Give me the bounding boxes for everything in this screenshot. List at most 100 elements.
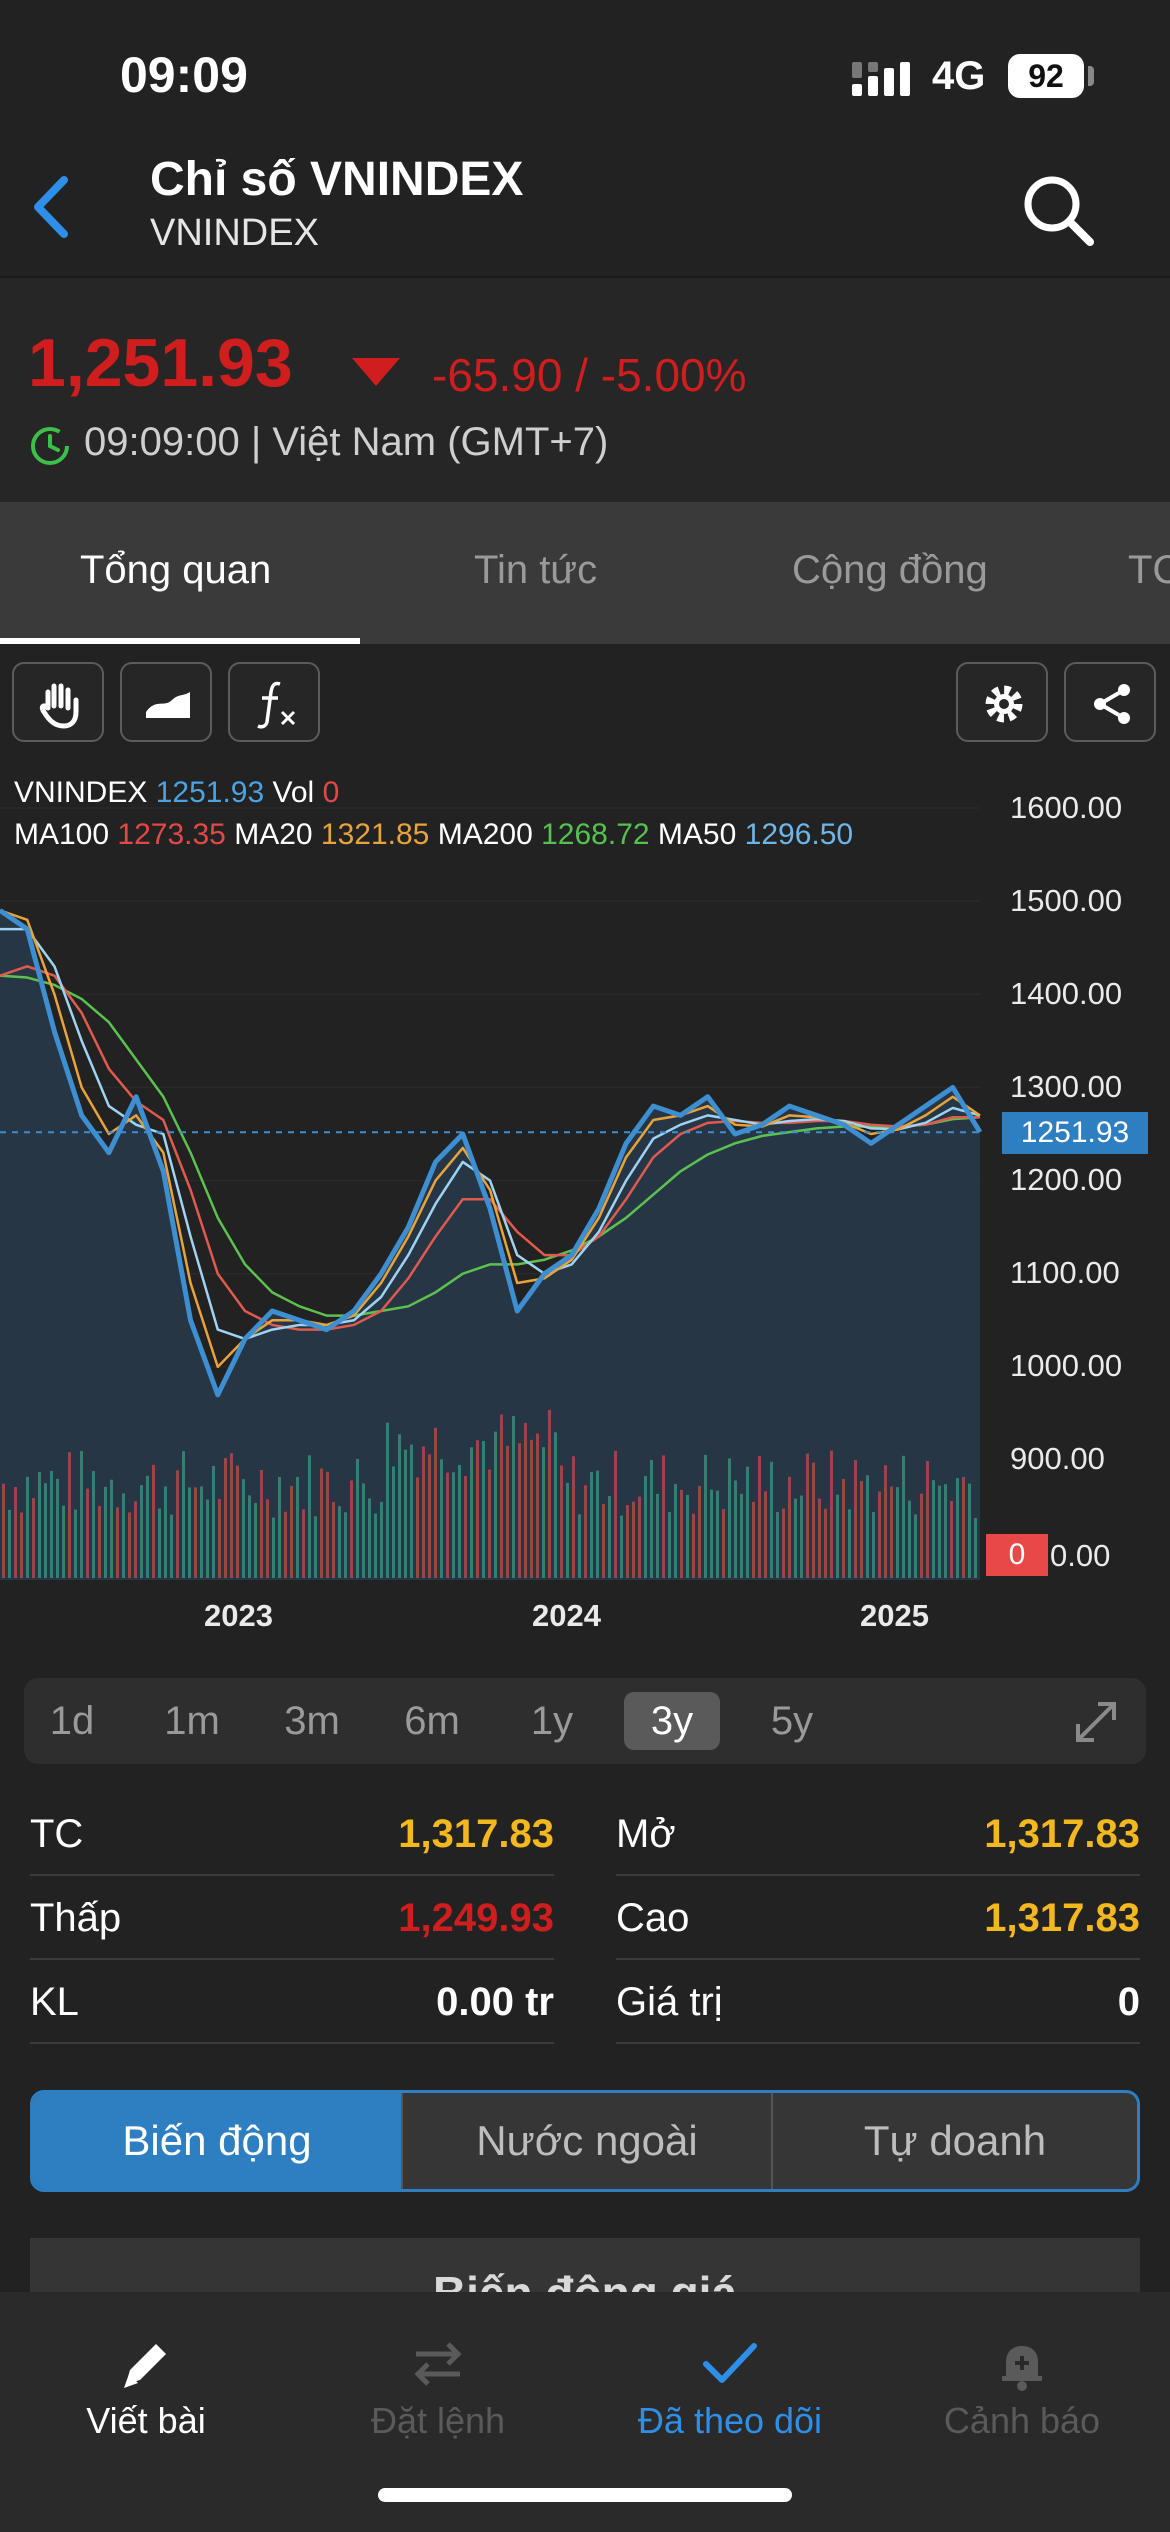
period-1d[interactable]: 1d bbox=[49, 1699, 95, 1743]
legend-ma200-label: MA200 bbox=[437, 818, 533, 851]
volume-bar bbox=[68, 1452, 71, 1578]
period-3y[interactable]: 3y bbox=[624, 1692, 720, 1750]
legend-ma20: 1321.85 bbox=[320, 818, 430, 851]
tab-financials[interactable]: TC bbox=[1128, 548, 1170, 592]
volume-bar bbox=[242, 1479, 245, 1578]
volume-bar bbox=[50, 1470, 53, 1578]
period-5y[interactable]: 5y bbox=[770, 1699, 814, 1743]
period-3m[interactable]: 3m bbox=[284, 1699, 340, 1743]
stat-high: Cao 1,317.83 bbox=[616, 1876, 1140, 1960]
search-icon[interactable] bbox=[1018, 170, 1098, 250]
legend-price: 1251.93 bbox=[155, 776, 265, 809]
volume-bar bbox=[650, 1459, 653, 1578]
hand-tool-button[interactable] bbox=[12, 662, 104, 742]
volume-bar bbox=[248, 1495, 251, 1578]
pencil-icon bbox=[124, 2344, 166, 2388]
price-chart[interactable] bbox=[0, 760, 1170, 1650]
volume-bar bbox=[200, 1486, 203, 1578]
volume-bar bbox=[536, 1433, 539, 1578]
volume-bar bbox=[254, 1502, 257, 1578]
volume-bar bbox=[500, 1414, 503, 1578]
nav-label: Đã theo dõi bbox=[637, 2400, 823, 2441]
chart-legend-line1: VNINDEX 1251.93 Vol 0 bbox=[14, 776, 339, 810]
volume-bar bbox=[380, 1501, 383, 1578]
period-1y[interactable]: 1y bbox=[530, 1699, 574, 1743]
stat-volume: KL 0.00 tr bbox=[30, 1960, 554, 2044]
volume-bar bbox=[488, 1469, 491, 1578]
volume-bar bbox=[494, 1431, 497, 1578]
volume-bar bbox=[938, 1485, 941, 1578]
volume-bar bbox=[842, 1479, 845, 1578]
volume-bar bbox=[518, 1443, 521, 1578]
share-button[interactable] bbox=[1064, 662, 1156, 742]
nav-label: Viết bài bbox=[86, 2400, 206, 2441]
volume-bar bbox=[56, 1478, 59, 1578]
back-chevron-icon[interactable] bbox=[24, 172, 84, 242]
tab-news[interactable]: Tin tức bbox=[474, 548, 598, 592]
tab-community[interactable]: Cộng đồng bbox=[792, 548, 988, 592]
nav-following[interactable]: Đã theo dõi bbox=[584, 2292, 876, 2472]
volume-bar bbox=[932, 1480, 935, 1578]
last-price: 1,251.93 bbox=[28, 325, 293, 401]
y-tick-label: 1200.00 bbox=[1010, 1162, 1123, 1197]
nav-alerts[interactable]: Cảnh báo bbox=[876, 2292, 1168, 2472]
volume-bar bbox=[422, 1446, 425, 1578]
volume-bar bbox=[866, 1475, 869, 1578]
stat-value: 0 bbox=[1117, 1980, 1140, 2024]
volume-bar bbox=[74, 1509, 77, 1578]
volume-bar bbox=[86, 1488, 89, 1578]
chart-type-button[interactable] bbox=[120, 662, 212, 742]
indicators-button[interactable] bbox=[228, 662, 320, 742]
volume-bar bbox=[614, 1450, 617, 1578]
volume-bar bbox=[734, 1480, 737, 1578]
volume-bar bbox=[266, 1499, 269, 1578]
volume-bar bbox=[860, 1481, 863, 1578]
stat-label: KL bbox=[30, 1980, 79, 2024]
volume-bar bbox=[104, 1486, 107, 1578]
tab-overview[interactable]: Tổng quan bbox=[80, 548, 272, 592]
legend-vol: 0 bbox=[322, 776, 340, 809]
period-6m[interactable]: 6m bbox=[404, 1699, 460, 1743]
y-tick-label: 1100.00 bbox=[1010, 1255, 1120, 1290]
volume-bar bbox=[110, 1479, 113, 1578]
volume-bar bbox=[956, 1478, 959, 1578]
expand-icon[interactable] bbox=[1070, 1696, 1122, 1748]
battery-tip bbox=[1088, 66, 1094, 86]
volume-bar bbox=[920, 1493, 923, 1578]
nav-place-order[interactable]: Đặt lệnh bbox=[292, 2292, 584, 2472]
volume-bar bbox=[296, 1476, 299, 1578]
period-1m[interactable]: 1m bbox=[164, 1699, 220, 1743]
nav-label: Đặt lệnh bbox=[370, 2400, 506, 2441]
page-subtitle: VNINDEX bbox=[150, 212, 319, 254]
stat-low: Thấp 1,249.93 bbox=[30, 1876, 554, 1960]
volume-bar bbox=[410, 1444, 413, 1578]
volume-bar bbox=[386, 1422, 389, 1578]
volume-bar bbox=[470, 1447, 473, 1578]
volume-bar bbox=[62, 1505, 65, 1578]
series-line-vnindex bbox=[0, 908, 983, 1398]
y-tick-label: 900.00 bbox=[1010, 1441, 1105, 1476]
volume-bar bbox=[314, 1516, 317, 1578]
volume-bar bbox=[680, 1489, 683, 1578]
segment-price-movement[interactable]: Biến động bbox=[33, 2093, 401, 2189]
hand-icon bbox=[39, 683, 79, 729]
volume-bar bbox=[218, 1499, 221, 1578]
volume-bar bbox=[710, 1489, 713, 1578]
legend-symbol: VNINDEX bbox=[14, 776, 148, 809]
y-tick-label: 1600.00 bbox=[1010, 790, 1123, 825]
segment-foreign[interactable]: Nước ngoài bbox=[476, 2117, 698, 2164]
nav-write-post[interactable]: Viết bài bbox=[0, 2292, 292, 2472]
segment-divider bbox=[771, 2093, 773, 2189]
volume-bar bbox=[572, 1456, 575, 1578]
volume-bar bbox=[344, 1512, 347, 1578]
volume-bar bbox=[278, 1476, 281, 1578]
stat-label: Thấp bbox=[30, 1896, 122, 1940]
chart-settings-button[interactable] bbox=[956, 662, 1048, 742]
nav-label: Cảnh báo bbox=[943, 2400, 1101, 2441]
volume-bar bbox=[644, 1476, 647, 1578]
volume-bar bbox=[398, 1434, 401, 1578]
segment-proprietary[interactable]: Tự doanh bbox=[863, 2117, 1047, 2164]
volume-bar bbox=[212, 1465, 215, 1578]
volume-bar bbox=[968, 1483, 971, 1578]
volume-bar bbox=[698, 1486, 701, 1578]
